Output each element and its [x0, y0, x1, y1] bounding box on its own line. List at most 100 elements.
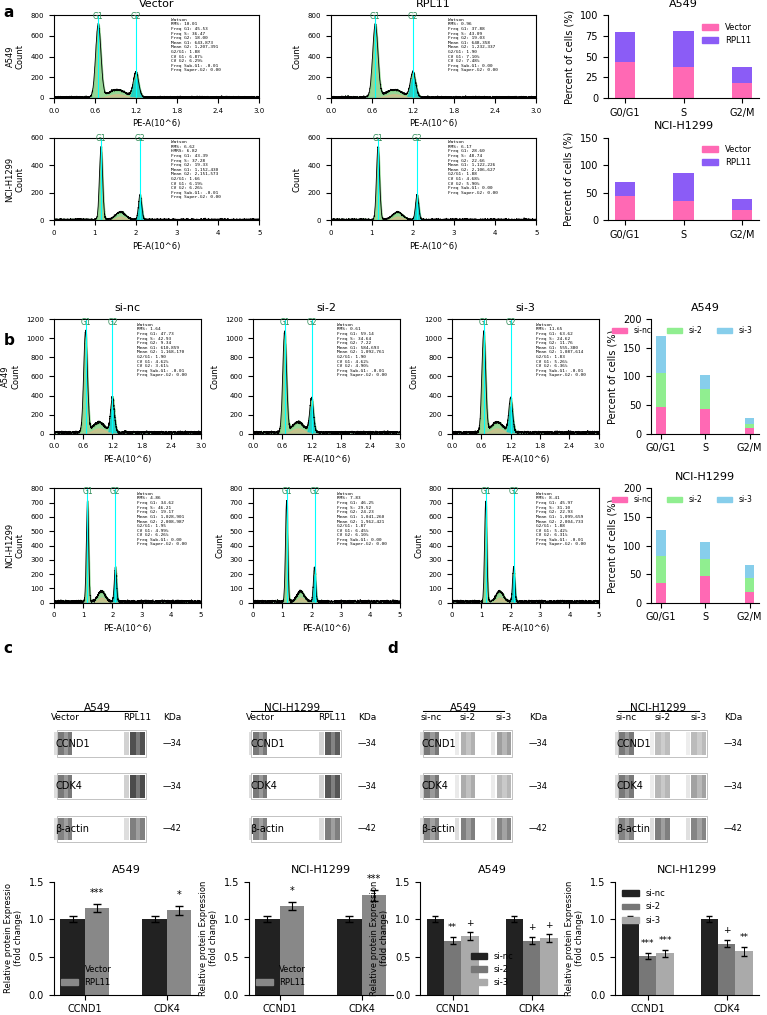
Text: ***: ***: [90, 888, 104, 898]
X-axis label: PE-A(10^6): PE-A(10^6): [410, 242, 458, 251]
Bar: [502, 817, 507, 840]
Bar: [639, 955, 657, 995]
Text: Vector: Vector: [245, 713, 275, 722]
Title: A549: A549: [691, 303, 719, 313]
Y-axis label: Percent of cells (%): Percent of cells (%): [564, 9, 574, 104]
Title: A549: A549: [478, 866, 507, 876]
Bar: [61, 920, 85, 995]
Text: β-actin: β-actin: [55, 824, 89, 833]
Bar: [325, 733, 340, 755]
Bar: [430, 733, 435, 755]
Legend: Vector, RPL11: Vector, RPL11: [698, 19, 755, 49]
Bar: [614, 775, 618, 798]
Text: c: c: [4, 641, 13, 657]
Bar: [732, 83, 752, 97]
Text: CCND1: CCND1: [55, 739, 90, 748]
Bar: [523, 941, 541, 995]
Bar: [423, 773, 512, 799]
Bar: [700, 409, 710, 433]
X-axis label: PE-A(10^6): PE-A(10^6): [410, 119, 458, 128]
Text: CDK4: CDK4: [617, 782, 644, 791]
Text: G2: G2: [412, 134, 423, 143]
Bar: [700, 577, 710, 603]
Text: G1: G1: [479, 319, 489, 328]
Text: G2: G2: [110, 487, 120, 496]
Text: Watson
RMS: 1.64
Freq G1: 47.73
Freq S: 42.93
Freq G2: 9.34
Mean G1: 610,859
Mea: Watson RMS: 1.64 Freq G1: 47.73 Freq S: …: [137, 323, 187, 378]
Text: CDK4: CDK4: [250, 782, 277, 791]
Text: KDa: KDa: [163, 713, 181, 722]
Text: *: *: [177, 890, 182, 900]
Bar: [253, 817, 268, 840]
Bar: [655, 733, 670, 755]
Text: a: a: [4, 5, 15, 20]
Text: CCND1: CCND1: [422, 739, 456, 748]
Y-axis label: Relative protein Expression
(fold change): Relative protein Expression (fold change…: [370, 881, 390, 996]
Text: β-actin: β-actin: [422, 824, 456, 833]
Y-axis label: NCI-H1299
Count: NCI-H1299 Count: [5, 156, 25, 202]
Y-axis label: Count: Count: [210, 364, 219, 389]
Bar: [745, 592, 755, 603]
Text: —42: —42: [529, 824, 548, 833]
Bar: [491, 775, 495, 798]
Bar: [661, 775, 666, 798]
Text: KDa: KDa: [724, 713, 742, 722]
Bar: [700, 375, 710, 389]
Legend: Vector, RPL11: Vector, RPL11: [58, 961, 115, 991]
Bar: [656, 556, 666, 583]
Bar: [57, 731, 146, 757]
Text: G1: G1: [480, 487, 491, 496]
Bar: [130, 733, 145, 755]
Text: CCND1: CCND1: [617, 739, 651, 748]
Bar: [656, 407, 666, 433]
Text: —34: —34: [529, 739, 548, 748]
Bar: [697, 817, 702, 840]
Text: —34: —34: [357, 782, 377, 791]
Bar: [700, 389, 710, 409]
Bar: [58, 733, 72, 755]
Bar: [462, 936, 479, 995]
Text: G2: G2: [306, 319, 317, 328]
Bar: [64, 733, 68, 755]
Bar: [697, 775, 702, 798]
Bar: [732, 199, 752, 210]
Title: RPL11: RPL11: [416, 0, 451, 9]
Text: si-2: si-2: [459, 713, 476, 722]
Text: si-2: si-2: [654, 713, 670, 722]
Text: —34: —34: [163, 739, 182, 748]
Y-axis label: Count: Count: [410, 364, 419, 389]
Bar: [619, 733, 634, 755]
Bar: [650, 775, 654, 798]
Y-axis label: Relative protein Expression
(fold change): Relative protein Expression (fold change…: [565, 881, 584, 996]
Title: si-2: si-2: [316, 303, 336, 313]
Bar: [541, 938, 558, 995]
Bar: [692, 775, 706, 798]
Bar: [362, 895, 387, 995]
Bar: [130, 775, 145, 798]
Y-axis label: Relative protein Expressio
(fold change): Relative protein Expressio (fold change): [4, 883, 23, 994]
X-axis label: PE-A(10^6): PE-A(10^6): [133, 119, 181, 128]
Bar: [614, 733, 618, 755]
Bar: [423, 815, 512, 841]
Bar: [124, 817, 129, 840]
Bar: [253, 775, 268, 798]
Bar: [426, 920, 444, 995]
Y-axis label: Count: Count: [215, 533, 224, 558]
Bar: [58, 775, 72, 798]
Legend: si-nc, si-2, si-3: si-nc, si-2, si-3: [467, 949, 517, 991]
Bar: [337, 920, 362, 995]
Y-axis label: A549
Count: A549 Count: [1, 364, 21, 389]
Text: Watson
RMS: 10.01
Freq G1: 45.53
Freq S: 36.47
Freq G2: 18.00
Mean G1: 643,873
M: Watson RMS: 10.01 Freq G1: 45.53 Freq S:…: [171, 17, 221, 72]
Text: G1: G1: [81, 319, 91, 328]
Y-axis label: Percent of cells (%): Percent of cells (%): [607, 498, 617, 593]
Text: —34: —34: [163, 782, 182, 791]
Bar: [745, 565, 755, 579]
Bar: [661, 817, 666, 840]
Bar: [656, 374, 666, 407]
Text: NCI-H1299: NCI-H1299: [630, 702, 686, 713]
Bar: [64, 775, 68, 798]
Bar: [673, 174, 694, 201]
Bar: [619, 775, 634, 798]
Bar: [136, 733, 140, 755]
Y-axis label: A549
Count: A549 Count: [5, 44, 25, 69]
Bar: [700, 559, 710, 577]
